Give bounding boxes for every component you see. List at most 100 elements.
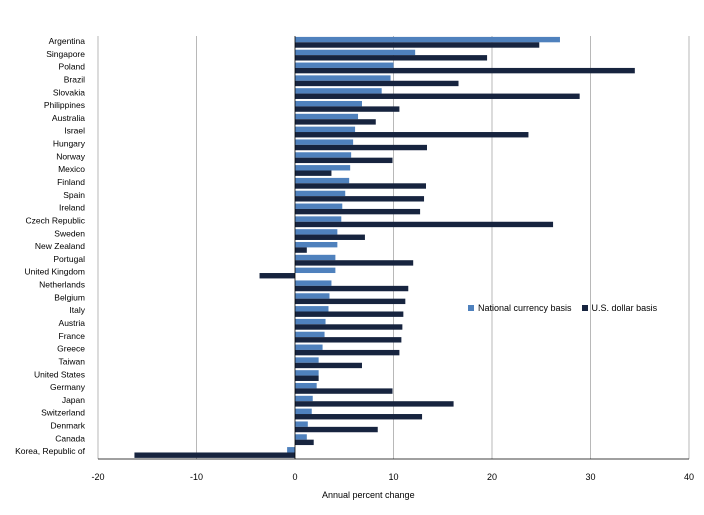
- category-label: Denmark: [51, 421, 86, 431]
- x-tick-label: 30: [585, 472, 595, 482]
- bar-us-dollar: [295, 144, 427, 151]
- bar-national-currency: [295, 395, 313, 402]
- bar-national-currency: [295, 293, 330, 299]
- bar-us-dollar: [295, 93, 580, 99]
- x-tick-label: 40: [684, 472, 694, 482]
- bar-us-dollar: [295, 401, 454, 407]
- category-label: New Zealand: [35, 241, 85, 251]
- bar-national-currency: [295, 216, 342, 222]
- bar-national-currency: [295, 75, 391, 81]
- category-label: Spain: [63, 190, 85, 200]
- category-label: Japan: [62, 395, 85, 405]
- bar-national-currency: [287, 447, 295, 453]
- x-tick-label: -10: [190, 472, 203, 482]
- bar-national-currency: [295, 331, 325, 338]
- bar-us-dollar: [295, 42, 540, 48]
- bars: [134, 36, 635, 458]
- bar-us-dollar: [295, 183, 427, 189]
- x-axis-title: Annual percent change: [322, 490, 415, 500]
- bar-national-currency: [295, 113, 359, 120]
- category-label: Taiwan: [59, 356, 86, 366]
- category-label: Brazil: [64, 74, 85, 84]
- bar-national-currency: [295, 241, 338, 248]
- legend-label-national: National currency basis: [478, 303, 572, 313]
- category-label: Singapore: [46, 49, 85, 59]
- category-label: Philippines: [44, 100, 85, 110]
- bar-us-dollar: [295, 375, 319, 381]
- bar-national-currency: [295, 344, 323, 350]
- bar-us-dollar: [295, 439, 314, 446]
- category-label: Mexico: [58, 164, 85, 174]
- category-label: Belgium: [54, 292, 85, 302]
- bar-national-currency: [295, 177, 350, 184]
- bar-national-currency: [295, 229, 338, 235]
- category-label: Italy: [69, 305, 85, 315]
- bar-us-dollar: [295, 324, 403, 330]
- bar-us-dollar: [295, 247, 307, 253]
- bar-us-dollar: [295, 311, 404, 317]
- bar-national-currency: [295, 267, 336, 274]
- category-label: United States: [34, 369, 85, 379]
- bar-national-currency: [295, 357, 319, 363]
- bar-us-dollar: [295, 132, 529, 138]
- bar-national-currency: [295, 139, 354, 145]
- bar-national-currency: [295, 126, 356, 133]
- bar-national-currency: [295, 370, 319, 376]
- category-label: Canada: [55, 433, 85, 443]
- bar-us-dollar: [295, 337, 402, 343]
- x-tick-label: 20: [487, 472, 497, 482]
- category-label: Argentina: [49, 36, 86, 46]
- bar-us-dollar: [295, 414, 423, 420]
- category-label: Austria: [59, 318, 86, 328]
- bar-national-currency: [295, 408, 312, 415]
- x-tick-label: -20: [91, 472, 104, 482]
- legend-swatch-usd: [581, 305, 588, 311]
- bar-us-dollar: [295, 67, 635, 74]
- bar-us-dollar: [295, 208, 421, 215]
- category-label: Portugal: [53, 254, 85, 264]
- legend: National currency basis U.S. dollar basi…: [468, 303, 657, 313]
- bar-us-dollar: [295, 80, 459, 87]
- category-label: Israel: [64, 126, 85, 136]
- x-tick-label: 0: [292, 472, 297, 482]
- bar-us-dollar: [295, 157, 393, 164]
- category-label: Norway: [56, 151, 86, 161]
- bar-national-currency: [295, 49, 416, 56]
- category-label: Hungary: [53, 139, 86, 149]
- bar-national-currency: [295, 62, 394, 68]
- bar-us-dollar: [295, 298, 406, 305]
- bar-national-currency: [295, 203, 343, 209]
- category-label: Greece: [57, 344, 85, 354]
- bar-us-dollar: [295, 221, 554, 228]
- category-label: Korea, Republic of: [15, 446, 86, 456]
- bar-national-currency: [295, 88, 382, 94]
- category-label: Finland: [57, 177, 85, 187]
- category-label: United Kingdom: [25, 267, 85, 277]
- bar-national-currency: [295, 36, 560, 43]
- category-label: Ireland: [59, 203, 85, 213]
- bar-us-dollar: [259, 273, 295, 279]
- bar-national-currency: [295, 421, 308, 427]
- category-label: Australia: [52, 113, 85, 123]
- bar-us-dollar: [295, 196, 425, 202]
- bar-us-dollar: [295, 55, 488, 61]
- bar-national-currency: [295, 306, 329, 312]
- bar-national-currency: [295, 254, 336, 261]
- category-label: France: [59, 331, 86, 341]
- bar-us-dollar: [295, 426, 378, 433]
- legend-item-usd: U.S. dollar basis: [581, 303, 657, 313]
- bar-us-dollar: [295, 260, 414, 266]
- category-label: Switzerland: [41, 408, 85, 418]
- category-label: Czech Republic: [25, 215, 85, 225]
- bar-national-currency: [295, 280, 332, 286]
- category-label: Poland: [59, 62, 86, 72]
- bar-us-dollar: [295, 285, 409, 292]
- bar-us-dollar: [134, 452, 295, 458]
- bar-national-currency: [295, 382, 317, 389]
- bar-national-currency: [295, 165, 351, 171]
- x-tick-labels: -20 -10 0 10 20 30 40: [91, 472, 694, 482]
- category-labels: Argentina Singapore Poland Brazil Slovakia Ph…: [15, 36, 86, 456]
- bar-us-dollar: [295, 388, 393, 394]
- category-label: Slovakia: [53, 87, 85, 97]
- bar-national-currency: [295, 190, 346, 197]
